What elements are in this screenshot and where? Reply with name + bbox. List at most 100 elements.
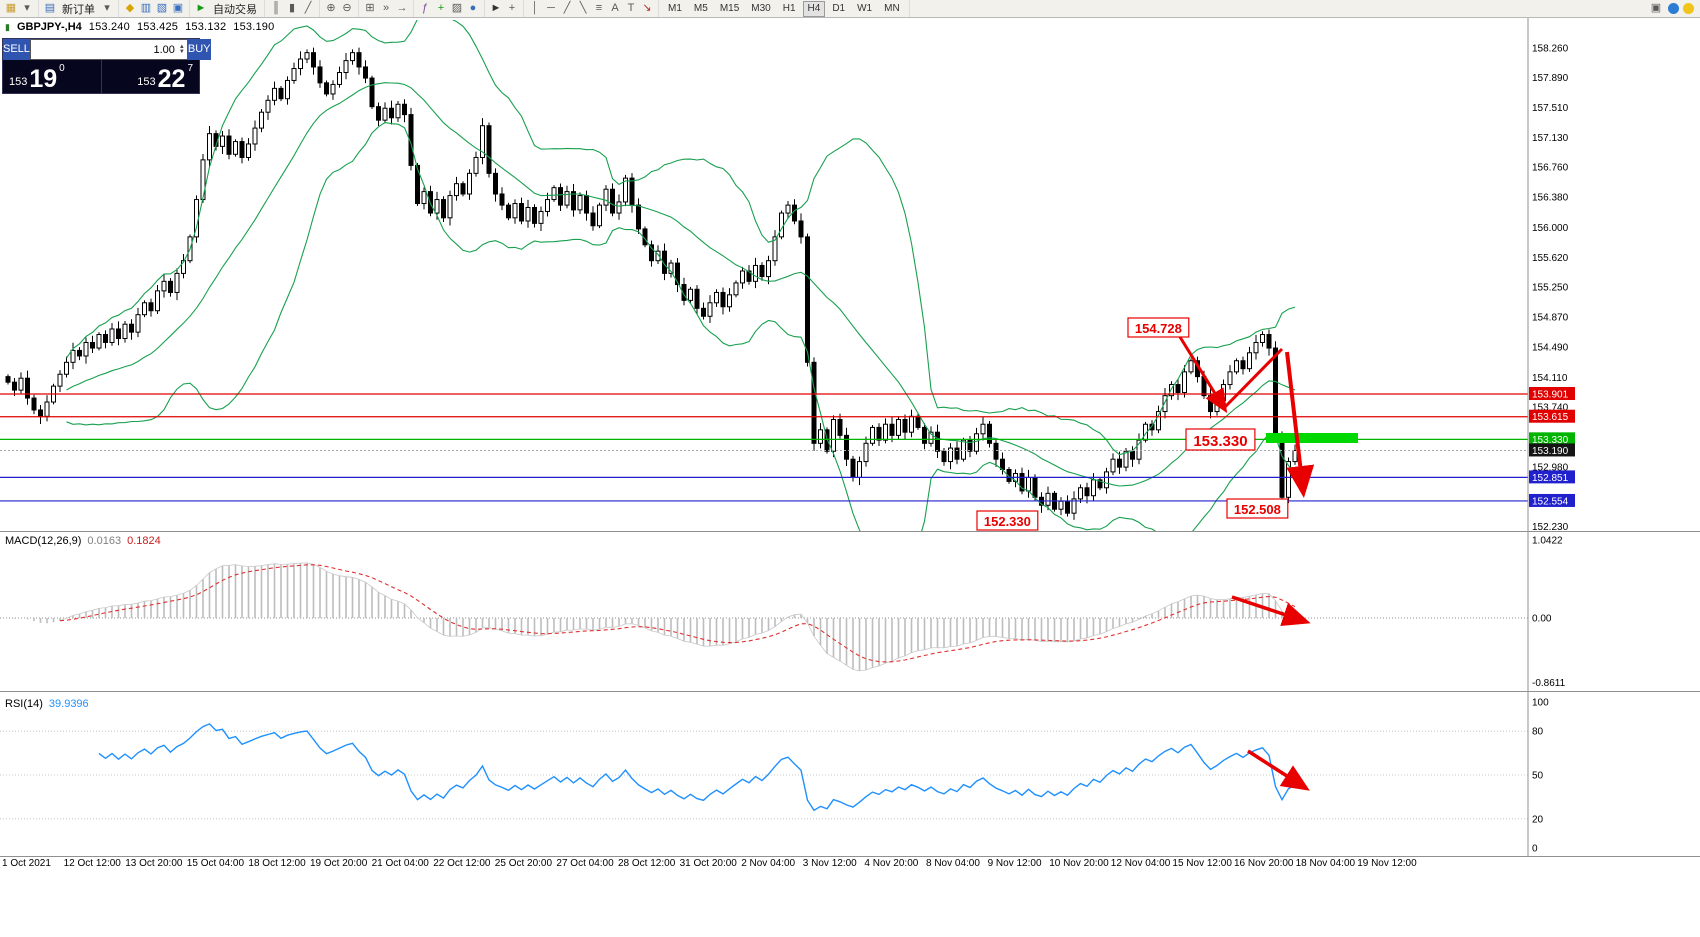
symbol-title: GBPJPY-,H4 xyxy=(16,21,82,33)
svg-text:152.508: 152.508 xyxy=(1234,502,1281,517)
volume-input[interactable] xyxy=(30,43,177,56)
highlight-rectangle xyxy=(1266,433,1358,443)
buy-button[interactable]: BUY xyxy=(187,39,211,60)
svg-text:4 Nov 20:00: 4 Nov 20:00 xyxy=(864,858,918,869)
svg-text:156.760: 156.760 xyxy=(1532,163,1569,174)
svg-text:10 Nov 20:00: 10 Nov 20:00 xyxy=(1049,858,1109,869)
new-order-icon[interactable]: ▤ xyxy=(44,2,56,14)
horizontal-line-icon[interactable]: ─ xyxy=(547,2,555,14)
cursor-icon[interactable]: ► xyxy=(490,2,502,14)
svg-text:152.851: 152.851 xyxy=(1532,473,1569,484)
chart-window: ▮ GBPJPY-,H4 153.240 153.425 153.132 153… xyxy=(0,18,1700,937)
chat-icon[interactable] xyxy=(1668,3,1679,14)
timeframe-m5-button[interactable]: M5 xyxy=(693,2,708,14)
auto-scroll-icon[interactable]: » xyxy=(382,2,390,14)
clock-icon[interactable]: ● xyxy=(469,2,477,14)
timeframe-w1-button[interactable]: W1 xyxy=(857,2,873,14)
svg-text:152.554: 152.554 xyxy=(1532,496,1569,507)
svg-text:157.890: 157.890 xyxy=(1532,73,1569,84)
vertical-line-icon[interactable]: │ xyxy=(531,2,539,14)
svg-text:154.870: 154.870 xyxy=(1532,313,1569,324)
rsi-panel xyxy=(0,723,1528,820)
templates-icon[interactable]: ▨ xyxy=(451,2,463,14)
svg-text:18 Nov 04:00: 18 Nov 04:00 xyxy=(1296,858,1356,869)
indicator-add-icon[interactable]: + xyxy=(437,2,445,14)
timeframe-m30-button[interactable]: M30 xyxy=(751,2,771,14)
svg-text:154.728: 154.728 xyxy=(1135,321,1182,336)
ohlc-low: 153.132 xyxy=(185,21,227,33)
ohlc-high: 153.425 xyxy=(136,21,179,33)
svg-text:0.00: 0.00 xyxy=(1532,614,1552,625)
sell-button[interactable]: SELL xyxy=(3,39,30,60)
text-icon[interactable]: A xyxy=(611,2,619,14)
timeframe-h4-button[interactable]: H4 xyxy=(802,0,826,17)
rsi-value: 39.9396 xyxy=(48,698,89,710)
spinner-up-icon[interactable]: ▲ xyxy=(178,43,185,50)
terminal-icon[interactable]: ▣ xyxy=(172,2,184,14)
svg-text:153.615: 153.615 xyxy=(1532,412,1569,423)
buy-price-pip: 7 xyxy=(187,63,193,74)
svg-text:9 Nov 12:00: 9 Nov 12:00 xyxy=(988,858,1042,869)
svg-text:155.620: 155.620 xyxy=(1532,253,1569,264)
timeframe-d1-button[interactable]: D1 xyxy=(832,2,846,14)
svg-text:15 Nov 12:00: 15 Nov 12:00 xyxy=(1172,858,1232,869)
svg-text:50: 50 xyxy=(1532,771,1544,782)
price-annotation-box xyxy=(976,510,1039,531)
sell-price[interactable]: 153 19 0 xyxy=(3,60,101,93)
svg-text:2 Nov 04:00: 2 Nov 04:00 xyxy=(741,858,795,869)
timeframe-h1-button[interactable]: H1 xyxy=(782,2,796,14)
annotations: 154.728 153.330 152.330 152.508 xyxy=(976,317,1315,791)
chart-shift-icon[interactable]: → xyxy=(396,2,408,14)
window-dropdown-icon[interactable]: ▾ xyxy=(24,2,30,14)
label-icon[interactable]: T xyxy=(627,2,635,14)
spinner-down-icon[interactable]: ▼ xyxy=(178,48,185,55)
svg-text:153.740: 153.740 xyxy=(1532,402,1569,413)
new-order-button[interactable]: 新订单 xyxy=(62,3,95,16)
bollinger-bands xyxy=(66,20,1296,531)
buy-price[interactable]: 153 22 7 xyxy=(100,60,200,93)
navigator-icon[interactable]: ▧ xyxy=(156,2,168,14)
svg-text:19 Nov 12:00: 19 Nov 12:00 xyxy=(1357,858,1417,869)
volume-spinner[interactable]: ▲ ▼ xyxy=(177,43,187,55)
svg-text:21 Oct 04:00: 21 Oct 04:00 xyxy=(372,858,430,869)
chart-canvas[interactable]: 154.728 153.330 152.330 152.508 158.260 157.8… xyxy=(0,18,1700,937)
market-watch-icon[interactable]: ◆ xyxy=(125,2,135,14)
svg-text:156.000: 156.000 xyxy=(1532,223,1569,234)
candlesticks xyxy=(5,47,1298,520)
new-order-dropdown-icon[interactable]: ▾ xyxy=(104,2,110,14)
svg-text:18 Oct 12:00: 18 Oct 12:00 xyxy=(248,858,306,869)
crosshair-icon[interactable]: + xyxy=(508,2,516,14)
notifications-icon[interactable]: ▣ xyxy=(1650,2,1662,14)
candlestick-chart-icon[interactable]: ▮ xyxy=(288,2,296,14)
time-axis: 1 Oct 2021 12 Oct 12:00 13 Oct 20:00 15 Oct… xyxy=(2,858,1417,869)
community-icon[interactable] xyxy=(1683,3,1694,14)
timeframe-m1-button[interactable]: M1 xyxy=(668,2,682,14)
buy-price-base: 153 xyxy=(137,76,156,88)
tile-windows-icon[interactable]: ⊞ xyxy=(365,2,375,14)
zoom-out-icon[interactable]: ⊖ xyxy=(342,2,352,14)
svg-text:22 Oct 12:00: 22 Oct 12:00 xyxy=(433,858,491,869)
arrow-tool-icon[interactable]: ↘ xyxy=(642,2,652,14)
fibonacci-icon[interactable]: ≡ xyxy=(595,2,603,14)
auto-trading-icon[interactable]: ► xyxy=(195,2,207,14)
price-axis: 158.260 157.890 157.510 157.130 156.760 156.3… xyxy=(1529,43,1575,855)
timeframe-m15-button[interactable]: M15 xyxy=(719,2,740,14)
macd-value-signal: 0.1824 xyxy=(127,535,161,547)
sell-price-pip: 0 xyxy=(59,63,65,74)
auto-trading-button[interactable]: 自动交易 xyxy=(213,3,257,16)
svg-text:28 Oct 12:00: 28 Oct 12:00 xyxy=(618,858,676,869)
zoom-in-icon[interactable]: ⊕ xyxy=(326,2,336,14)
indicators-icon[interactable]: ƒ xyxy=(421,2,429,14)
bar-chart-icon[interactable]: ║ xyxy=(272,2,280,14)
svg-text:0: 0 xyxy=(1532,844,1538,855)
data-window-icon[interactable]: ▥ xyxy=(140,2,152,14)
macd-panel xyxy=(0,562,1528,672)
chart-window-icon[interactable]: ▦ xyxy=(5,2,17,14)
rsi-panel-label: RSI(14) 39.9396 xyxy=(5,698,89,710)
channel-icon[interactable]: ╲ xyxy=(579,2,587,14)
timeframe-mn-button[interactable]: MN xyxy=(884,2,900,14)
trendline-icon[interactable]: ╱ xyxy=(563,2,571,14)
line-chart-icon[interactable]: ╱ xyxy=(304,2,312,14)
symbol-header: ▮ GBPJPY-,H4 153.240 153.425 153.132 153… xyxy=(5,21,274,33)
price-annotation-box xyxy=(1185,428,1256,451)
